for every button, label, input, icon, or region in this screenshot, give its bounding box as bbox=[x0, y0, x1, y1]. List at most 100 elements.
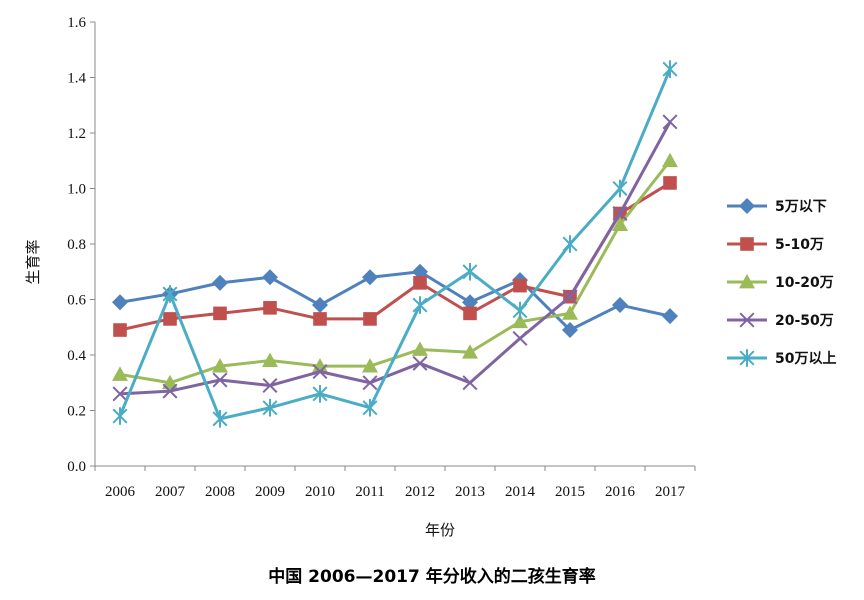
y-tick-label: 1.0 bbox=[67, 182, 86, 198]
legend-label: 50万以上 bbox=[775, 351, 836, 367]
y-axis-title: 生育率 bbox=[24, 239, 42, 284]
series-2 bbox=[113, 176, 677, 337]
data-point bbox=[262, 398, 278, 417]
data-point bbox=[562, 305, 578, 320]
data-point bbox=[362, 398, 378, 417]
data-point bbox=[662, 308, 678, 325]
data-point-stroke bbox=[612, 205, 628, 221]
legend-label: 20-50万 bbox=[775, 313, 834, 329]
data-point bbox=[213, 306, 227, 321]
data-point bbox=[612, 179, 628, 198]
x-tick-label: 2017 bbox=[655, 484, 686, 500]
data-point bbox=[212, 410, 228, 428]
data-point-stroke bbox=[512, 330, 528, 346]
data-point bbox=[463, 306, 477, 321]
data-point-stroke bbox=[412, 355, 428, 371]
legend-label: 5万以下 bbox=[775, 199, 827, 215]
data-point-stroke bbox=[312, 364, 328, 380]
data-point bbox=[162, 285, 178, 303]
x-tick-label: 2014 bbox=[505, 484, 536, 500]
data-point-stroke bbox=[739, 312, 755, 328]
y-tick-label: 0.6 bbox=[67, 293, 86, 309]
chart-series bbox=[112, 60, 678, 428]
data-point bbox=[462, 262, 478, 281]
data-point bbox=[112, 366, 128, 381]
data-point bbox=[113, 323, 127, 337]
legend-item-2: 5-10万 bbox=[727, 237, 824, 253]
data-point bbox=[612, 216, 628, 231]
y-tick-label: 0.2 bbox=[67, 404, 86, 420]
data-point bbox=[312, 297, 328, 314]
data-point bbox=[513, 278, 527, 293]
y-tick-label: 1.4 bbox=[67, 71, 86, 87]
data-point bbox=[462, 344, 478, 359]
y-tick-label: 0.4 bbox=[67, 348, 86, 364]
x-axis-title: 年份 bbox=[425, 521, 455, 539]
data-point bbox=[313, 312, 327, 326]
x-tick-label: 2012 bbox=[405, 484, 435, 500]
data-point bbox=[362, 269, 378, 286]
data-point bbox=[512, 313, 528, 329]
data-point bbox=[162, 374, 178, 390]
data-point bbox=[412, 263, 428, 280]
figure-caption: 中国 2006—2017 年分收入的二孩生育率 bbox=[268, 567, 596, 587]
data-point bbox=[663, 176, 677, 190]
data-point bbox=[412, 296, 428, 314]
data-point bbox=[512, 301, 528, 320]
series-line bbox=[118, 68, 672, 421]
data-point bbox=[162, 383, 178, 399]
data-point-stroke bbox=[362, 375, 378, 391]
data-point bbox=[262, 378, 278, 394]
data-point bbox=[662, 114, 678, 130]
series-5 bbox=[112, 60, 678, 428]
data-point bbox=[212, 372, 228, 388]
y-tick-label: 1.2 bbox=[67, 126, 86, 142]
data-point bbox=[739, 349, 755, 367]
data-point-stroke bbox=[262, 378, 278, 394]
data-point bbox=[412, 355, 428, 371]
series-4 bbox=[112, 114, 678, 402]
data-point bbox=[462, 294, 478, 311]
y-tick-label: 0.0 bbox=[67, 459, 86, 475]
data-point bbox=[462, 375, 478, 391]
data-point bbox=[212, 274, 228, 291]
legend-label: 10-20万 bbox=[775, 275, 834, 291]
y-tick-label: 0.8 bbox=[67, 237, 86, 253]
x-tick-label: 2010 bbox=[305, 484, 335, 500]
data-point-stroke bbox=[112, 386, 128, 402]
data-point bbox=[512, 330, 528, 346]
data-point bbox=[112, 407, 128, 425]
legend-item-4: 20-50万 bbox=[727, 312, 834, 329]
data-point bbox=[562, 322, 578, 339]
data-point bbox=[362, 375, 378, 391]
data-point bbox=[612, 205, 628, 221]
data-point bbox=[212, 358, 228, 373]
series-line bbox=[119, 270, 671, 332]
data-point bbox=[112, 386, 128, 402]
data-point bbox=[112, 294, 128, 311]
legend-label: 5-10万 bbox=[775, 237, 824, 253]
data-point bbox=[363, 312, 377, 326]
data-point bbox=[740, 237, 754, 251]
data-point bbox=[612, 297, 628, 314]
data-point-stroke bbox=[462, 375, 478, 391]
chart-axes: 0.0 0.2 0.4 0.6 0.8 1.0 1.2 1.4 1.6 2006 2007 2008 2… bbox=[67, 15, 696, 500]
data-point bbox=[362, 358, 378, 373]
data-point bbox=[662, 60, 678, 78]
data-point bbox=[262, 352, 278, 367]
data-point bbox=[662, 152, 678, 168]
data-point bbox=[262, 269, 278, 286]
data-point bbox=[739, 274, 755, 289]
x-tick-label: 2015 bbox=[555, 484, 585, 500]
data-point bbox=[739, 198, 755, 214]
data-point-stroke bbox=[212, 372, 228, 388]
data-point bbox=[163, 312, 177, 326]
x-tick-label: 2008 bbox=[205, 484, 235, 500]
x-tick-label: 2007 bbox=[155, 484, 186, 500]
data-point bbox=[412, 341, 428, 356]
data-point-stroke bbox=[562, 289, 578, 305]
x-tick-label: 2011 bbox=[355, 484, 384, 500]
series-line bbox=[119, 181, 671, 332]
legend-item-1: 5万以下 bbox=[727, 198, 827, 215]
data-point bbox=[263, 301, 277, 315]
